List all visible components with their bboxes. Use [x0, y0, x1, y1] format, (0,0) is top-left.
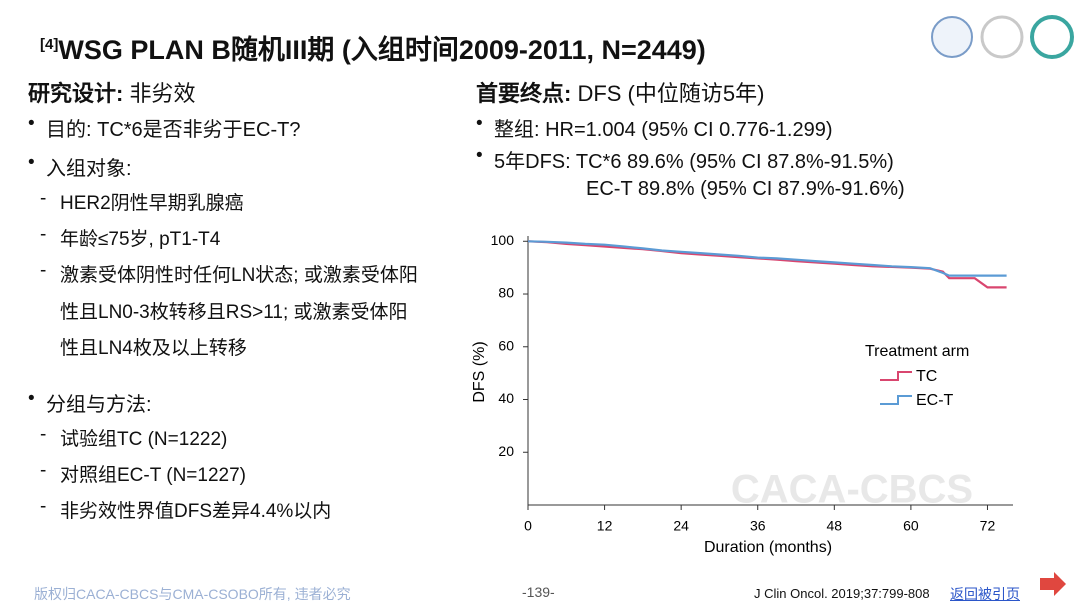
back-icon[interactable]	[1040, 572, 1066, 596]
survival-curve	[527, 240, 1007, 289]
y-tick-label: 80	[498, 285, 514, 301]
survival-curve	[527, 240, 1007, 277]
legend-title: Treatment arm	[865, 343, 969, 360]
x-tick-label: 72	[980, 518, 996, 534]
y-tick-label: 100	[491, 232, 515, 248]
list-marker: -	[40, 496, 47, 517]
heading-key: 研究设计:	[28, 81, 124, 106]
ref: [4]	[40, 36, 59, 53]
page-number: -139-	[522, 584, 555, 600]
bullet-text: 整组: HR=1.004 (95% CI 0.776-1.299)	[494, 119, 833, 141]
watermark: CACA-CBCS	[731, 468, 973, 512]
x-tick-label: 0	[524, 518, 532, 534]
y-tick-label: 20	[498, 443, 514, 459]
title: [4]WSG PLAN B随机III期 (入组时间2009-2011, N=24…	[40, 28, 706, 67]
x-axis-label: Duration (months)	[704, 539, 832, 556]
y-tick-label: 60	[498, 337, 514, 353]
sub-text: HER2阴性早期乳腺癌	[60, 193, 244, 214]
legend-label: EC-T	[916, 392, 954, 409]
x-tick-label: 36	[750, 518, 766, 534]
title-text: WSG PLAN B随机III期 (入组时间2009-2011, N=2449)	[58, 35, 706, 65]
list-marker: •	[28, 152, 35, 173]
legend-label: TC	[916, 368, 937, 385]
x-tick-label: 48	[827, 518, 843, 534]
list-marker: •	[476, 113, 483, 134]
bullet-text: 入组对象:	[46, 158, 132, 180]
list-marker: -	[40, 260, 47, 281]
sub-text: 年龄≤75岁, pT1-T4	[60, 229, 221, 250]
right-heading: 首要终点: DFS (中位随访5年)	[476, 76, 764, 108]
bullet-text: 目的: TC*6是否非劣于EC-T?	[46, 119, 301, 141]
citation: J Clin Oncol. 2019;37:799-808	[754, 586, 930, 601]
sub-text: 非劣效性界值DFS差异4.4%以内	[60, 501, 332, 522]
logo	[931, 16, 973, 58]
list-marker: -	[40, 424, 47, 445]
x-tick-label: 12	[597, 518, 613, 534]
legend-swatch	[880, 395, 912, 405]
logo	[1030, 15, 1074, 59]
back-link[interactable]: 返回被引页	[950, 586, 1020, 602]
list-marker: •	[476, 145, 483, 166]
cont-text: 性且LN4枚及以上转移	[60, 338, 247, 359]
heading-value: 非劣效	[123, 81, 196, 106]
sub-text: 对照组EC-T (N=1227)	[60, 465, 247, 486]
heading-value: DFS (中位随访5年)	[571, 81, 765, 106]
list-marker: -	[40, 188, 47, 209]
legend-swatch	[880, 371, 912, 381]
list-marker: •	[28, 388, 35, 409]
x-tick-label: 60	[903, 518, 919, 534]
x-tick-label: 24	[673, 518, 689, 534]
y-axis-label: DFS (%)	[471, 341, 488, 402]
cont-text: 性且LN0-3枚转移且RS>11; 或激素受体阳	[60, 302, 408, 323]
sub-text: 激素受体阴性时任何LN状态; 或激素受体阳	[60, 265, 418, 286]
list-marker: -	[40, 460, 47, 481]
bullet-text: 5年DFS: TC*6 89.6% (95% CI 87.8%-91.5%)	[494, 151, 894, 173]
sub-text: 试验组TC (N=1222)	[60, 429, 228, 450]
logo	[980, 15, 1024, 59]
copyright: 版权归CACA-CBCS与CMA-CSOBO所有, 违者必究	[34, 586, 351, 602]
list-marker: -	[40, 224, 47, 245]
y-tick-label: 40	[498, 390, 514, 406]
heading-key: 首要终点:	[476, 81, 572, 106]
left-heading: 研究设计: 非劣效	[28, 76, 195, 108]
list-marker: •	[28, 113, 35, 134]
bullet-text: 分组与方法:	[46, 394, 152, 416]
cont-text: EC-T 89.8% (95% CI 87.9%-91.6%)	[586, 178, 905, 200]
